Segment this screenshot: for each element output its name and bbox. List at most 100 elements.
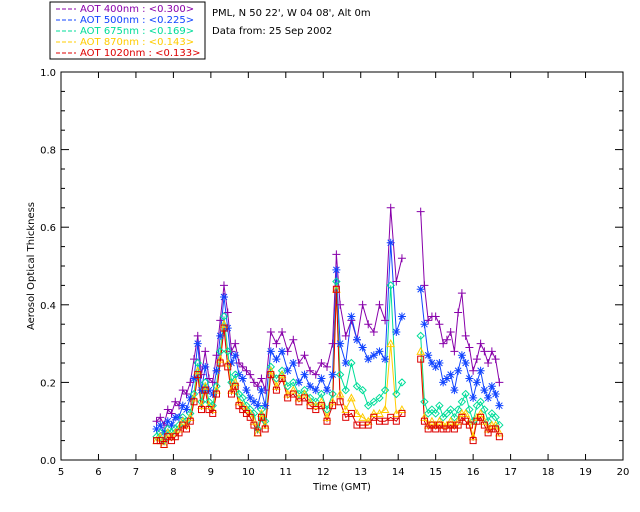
data-point-1	[424, 351, 433, 360]
data-point-0	[306, 366, 315, 375]
data-point-1	[442, 374, 451, 383]
data-point-2	[446, 405, 455, 414]
data-point-1	[358, 343, 367, 352]
data-point-3	[245, 408, 255, 417]
data-point-0	[435, 320, 444, 329]
data-point-1	[261, 401, 270, 410]
x-tick-label: 8	[170, 467, 176, 478]
data-point-3	[163, 428, 173, 437]
data-point-4	[492, 425, 500, 433]
data-point-3	[208, 405, 218, 414]
data-point-3	[375, 408, 384, 417]
data-point-3	[174, 424, 184, 433]
data-point-0	[336, 300, 345, 309]
y-tick-label: 0.4	[40, 301, 56, 312]
data-point-4	[224, 363, 232, 371]
data-point-1	[223, 324, 232, 333]
data-point-3	[272, 381, 281, 390]
data-point-4	[480, 421, 488, 429]
x-axis-title: Time (GMT)	[312, 482, 371, 493]
data-point-1	[397, 312, 406, 321]
data-point-3	[335, 389, 345, 398]
data-point-3	[234, 397, 244, 406]
data-point-4	[332, 285, 340, 293]
data-point-4	[227, 390, 235, 398]
data-point-2	[266, 362, 276, 372]
x-tick-label: 19	[579, 467, 592, 478]
data-point-3	[260, 420, 270, 429]
data-point-4	[220, 324, 228, 332]
data-point-3	[185, 412, 195, 421]
data-point-0	[465, 343, 474, 352]
data-point-4	[428, 421, 436, 429]
data-point-1	[446, 370, 455, 379]
data-point-3	[435, 416, 444, 425]
data-point-4	[153, 437, 161, 445]
data-point-0	[495, 378, 504, 387]
data-point-2	[197, 397, 206, 407]
data-point-4	[342, 413, 350, 421]
x-tick-label: 14	[392, 467, 405, 478]
data-point-1	[272, 355, 281, 364]
data-point-4	[194, 371, 202, 379]
data-point-4	[190, 398, 198, 406]
data-point-0	[461, 331, 470, 340]
data-point-0	[397, 254, 406, 263]
data-point-3	[369, 408, 379, 417]
data-point-0	[208, 378, 217, 387]
data-point-1	[231, 351, 240, 360]
data-point-3	[358, 412, 367, 421]
data-point-1	[461, 359, 470, 367]
data-point-3	[189, 393, 199, 402]
data-point-2	[375, 393, 384, 403]
x-tick-label: 10	[242, 467, 255, 478]
data-point-0	[311, 370, 320, 379]
data-point-4	[212, 390, 220, 398]
data-point-3	[446, 416, 455, 425]
data-point-4	[488, 425, 496, 433]
data-point-2	[480, 405, 489, 414]
data-point-4	[261, 425, 269, 433]
data-point-3	[317, 397, 326, 406]
data-point-3	[423, 420, 433, 429]
data-point-3	[178, 416, 188, 425]
data-point-3	[465, 416, 474, 425]
data-point-2	[300, 385, 309, 395]
data-point-1	[216, 331, 225, 340]
data-point-0	[249, 378, 258, 387]
data-point-1	[278, 347, 287, 356]
data-point-0	[219, 281, 228, 290]
data-point-4	[465, 421, 473, 429]
data-point-0	[278, 327, 287, 336]
data-point-4	[209, 409, 217, 417]
data-point-2	[397, 378, 407, 387]
data-point-0	[358, 300, 367, 309]
data-point-0	[454, 308, 463, 317]
data-point-2	[420, 397, 429, 407]
data-point-3	[431, 420, 441, 429]
data-point-3	[257, 408, 266, 417]
data-point-1	[186, 393, 195, 402]
data-point-0	[420, 281, 429, 290]
data-point-0	[163, 405, 172, 414]
data-point-0	[457, 289, 466, 298]
data-point-0	[289, 335, 298, 344]
data-point-4	[462, 417, 470, 425]
data-point-1	[480, 386, 489, 395]
data-point-1	[465, 374, 474, 383]
data-point-4	[329, 402, 337, 410]
data-point-1	[253, 401, 262, 410]
data-point-4	[392, 417, 400, 425]
data-point-4	[239, 406, 247, 414]
data-point-4	[370, 413, 378, 421]
x-tick-label: 18	[542, 467, 555, 478]
data-point-1	[431, 362, 440, 371]
data-point-3	[170, 428, 180, 437]
data-point-3	[427, 416, 437, 425]
data-point-0	[223, 308, 232, 317]
data-point-3	[480, 416, 489, 425]
y-tick-label: 0.0	[40, 456, 56, 467]
data-point-2	[358, 385, 367, 395]
legend-entry: AOT 500nm : <0.225>	[80, 15, 194, 26]
data-point-1	[491, 390, 500, 399]
